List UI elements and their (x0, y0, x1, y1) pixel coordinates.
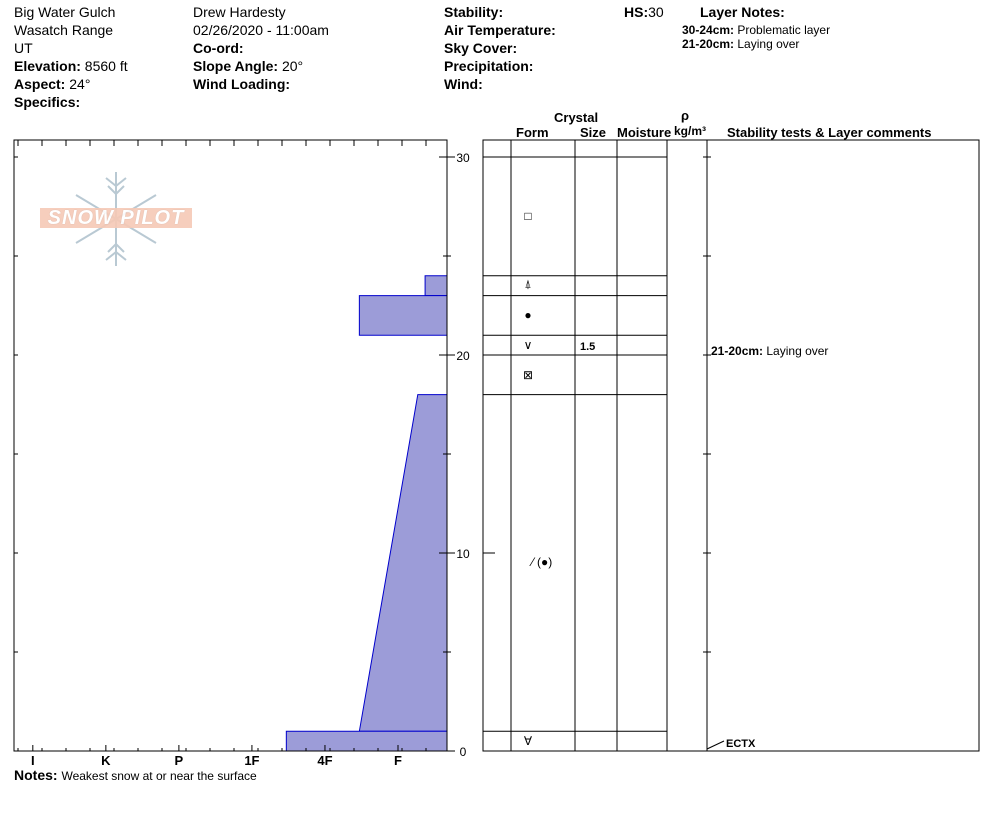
column-table-border (482, 139, 980, 752)
size-value: 1.5 (580, 341, 596, 353)
hs-label: HS: (624, 4, 649, 20)
air-temp-label: Air Temperature: (444, 22, 556, 38)
axis: 0 10 20 30 I K P 1F 4F F (14, 140, 711, 768)
logo-text-band: SNOW PILOT (40, 208, 192, 228)
hs-value: 30 (648, 4, 664, 20)
stability-test-pointer (706, 740, 725, 750)
wind-loading-label: Wind Loading: (193, 76, 291, 92)
sky-label: Sky Cover: (444, 40, 518, 56)
layer-note-1-text: Problematic layer (737, 23, 831, 37)
comment-range: 21-20cm: (711, 344, 764, 358)
x-tick-label-F: F (394, 753, 402, 768)
logo-text: SNOW PILOT (47, 207, 185, 229)
x-tick-label-I: I (31, 753, 35, 768)
square-icon: □ (524, 209, 532, 223)
wind-label: Wind: (444, 76, 483, 92)
slope-label: Slope Angle: (193, 58, 279, 74)
location: Big Water Gulch (14, 4, 116, 20)
range: Wasatch Range (14, 22, 114, 38)
x-tick-label-K: K (101, 753, 111, 768)
aspect-value: 24° (69, 76, 91, 92)
layer-note-1-range: 30-24cm: (682, 23, 735, 37)
layer-notes-title: Layer Notes: (700, 4, 785, 20)
ice-crust-rounds-icon: ⁄ (●) (531, 555, 553, 569)
stability-label: Stability: (444, 4, 504, 20)
y-tick-label-30: 30 (456, 151, 470, 165)
precip-label: Precipitation: (444, 58, 534, 74)
layer-note-2-range: 21-20cm: (682, 37, 735, 51)
slope-value: 20° (281, 58, 304, 74)
aspect-row: Aspect: 24° (14, 76, 90, 92)
form-header: Form (516, 125, 549, 140)
size-header: Size (580, 125, 607, 140)
chart-frame (13, 139, 980, 752)
layer-note-1: 30-24cm: Problematic layer (682, 24, 830, 37)
melt-freeze-icon: ● (524, 308, 532, 322)
layer-note-2: 21-20cm: Laying over (682, 38, 799, 51)
rho-header: ρ (681, 108, 690, 123)
faceted-rounding-icon: ⊠ (522, 368, 534, 382)
density-header: kg/m³ (674, 124, 707, 138)
notes-label: Notes: (14, 767, 58, 783)
hardness-layer-6 (285, 730, 448, 752)
comment-row: 21-20cm: Laying over (711, 345, 828, 358)
y-tick-label-20: 20 (456, 349, 470, 363)
state: UT (14, 40, 33, 56)
elevation-value: 8560 ft (84, 58, 128, 74)
hardness-layer-2 (358, 295, 448, 336)
aspect-label: Aspect: (14, 76, 66, 92)
datetime: 02/26/2020 - 11:00am (193, 22, 329, 38)
depth-hoar-icon: ∨ (523, 338, 533, 352)
y-tick-label-0: 0 (460, 745, 467, 759)
y-tick-label-10: 10 (456, 547, 470, 561)
crystal-header: Crystal (554, 110, 599, 125)
layer-note-2-text: Laying over (737, 37, 800, 51)
coord-label: Co-ord: (193, 40, 244, 56)
notes-row: Notes: Weakest snow at or near the surfa… (14, 767, 257, 783)
layer-boundaries (483, 156, 725, 750)
comment-text: Laying over (766, 344, 829, 358)
hardness-layer-1 (424, 275, 448, 297)
depth-hoar-mixed-icon: ⍋ (524, 277, 532, 291)
hardness-layer-5 (358, 394, 448, 732)
hs-row: HS:30 (624, 4, 664, 20)
slope-row: Slope Angle: 20° (193, 58, 303, 74)
comments-header: Stability tests & Layer comments (727, 125, 932, 140)
hardness-profile (285, 157, 448, 752)
x-tick-label-4F: 4F (317, 753, 332, 768)
elevation-label: Elevation: (14, 58, 81, 74)
x-tick-label-P: P (175, 753, 184, 768)
stability-test-label: ECTX (726, 738, 756, 750)
hoar-icon: ∀ (523, 734, 533, 748)
hardness-plot-border (13, 139, 448, 752)
x-tick-label-1F: 1F (244, 753, 259, 768)
notes-text: Weakest snow at or near the surface (61, 769, 257, 783)
snowpilot-logo: SNOW PILOT (38, 170, 194, 270)
observer: Drew Hardesty (193, 4, 286, 20)
specifics-label: Specifics: (14, 94, 81, 110)
moisture-header: Moisture (617, 125, 672, 140)
elevation-row: Elevation: 8560 ft (14, 58, 128, 74)
